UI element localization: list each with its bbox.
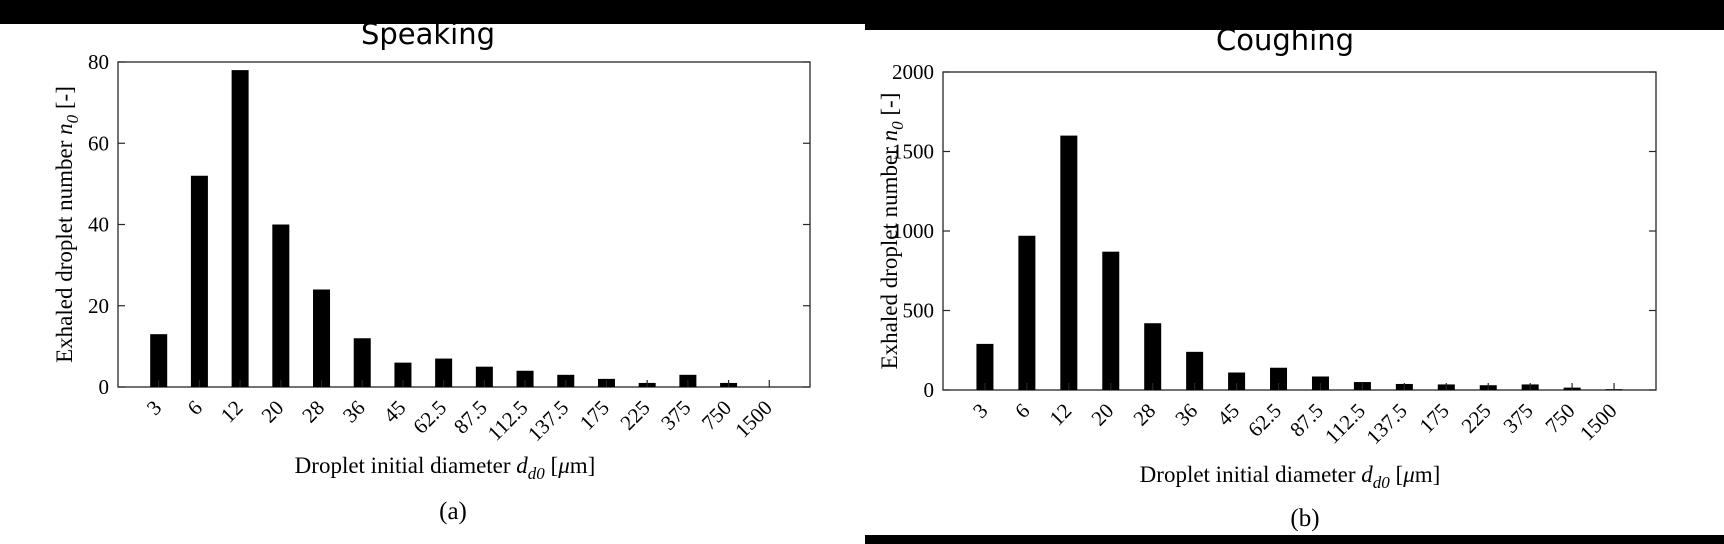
- x-tick-label: 20: [257, 396, 289, 428]
- x-axis-unit-mu: μ: [557, 453, 570, 478]
- y-axis-symbol: n: [877, 130, 902, 142]
- x-tick-label: 112.5: [1320, 399, 1370, 449]
- x-tick-label: 375: [656, 396, 695, 435]
- x-tick-label: 1500: [730, 396, 777, 443]
- x-axis-unit-close: m]: [1415, 462, 1441, 487]
- y-tick-label: 40: [88, 213, 109, 237]
- x-tick-label: 225: [615, 396, 654, 435]
- bar: [353, 338, 371, 387]
- x-tick-label: 62.5: [1243, 399, 1286, 442]
- x-axis-subscript: d0: [528, 464, 546, 483]
- x-axis-symbol: d: [1361, 462, 1373, 487]
- y-axis-label: Exhaled droplet number n0 [-]: [877, 93, 907, 370]
- x-tick-label: 375: [1498, 399, 1537, 438]
- x-tick-label: 112.5: [483, 396, 533, 446]
- x-tick-label: 1500: [1575, 399, 1622, 446]
- x-tick-label: 750: [1540, 399, 1579, 438]
- y-tick-label: 500: [903, 299, 935, 323]
- x-axis-label-text: Droplet initial diameter: [1140, 462, 1362, 487]
- y-tick-label: 0: [99, 375, 110, 399]
- bar: [1186, 351, 1204, 390]
- x-tick-label: 750: [697, 396, 736, 435]
- x-tick-label: 6: [183, 396, 207, 420]
- y-axis-label: Exhaled droplet number n0 [-]: [52, 86, 82, 363]
- y-tick-label: 60: [88, 131, 109, 155]
- y-tick-label: 20: [88, 294, 109, 318]
- x-tick-label: 20: [1086, 399, 1118, 431]
- x-tick-label: 28: [1128, 399, 1160, 431]
- y-tick-label: 1000: [892, 219, 934, 243]
- y-tick-label: 1500: [892, 140, 934, 164]
- y-axis-symbol: n: [52, 123, 77, 135]
- x-tick-label: 12: [1045, 399, 1077, 431]
- chart-title: Speaking: [361, 17, 495, 51]
- bar: [1228, 372, 1246, 390]
- y-axis-subscript: 0: [63, 114, 82, 123]
- bar: [231, 70, 249, 387]
- chart-coughing: 0 500 1000 1500 2000 3 6 12 20 28 36 4562.587.5112.…: [877, 23, 1657, 532]
- x-axis-label-text: Droplet initial diameter: [295, 453, 517, 478]
- y-tick-label: 2000: [892, 60, 934, 84]
- y-tick-label: 80: [88, 50, 109, 74]
- y-axis-label-text: Exhaled droplet number: [877, 141, 902, 369]
- x-tick-label: 45: [1212, 399, 1244, 431]
- x-axis-subscript: d0: [1373, 473, 1391, 492]
- y-axis-unit: [-]: [877, 93, 902, 122]
- x-tick-label: 6: [1010, 399, 1034, 423]
- x-tick-label: 87.5: [1285, 399, 1328, 442]
- x-axis-symbol: d: [516, 453, 528, 478]
- x-tick-label: 45: [379, 396, 411, 428]
- x-tick-label: 137.5: [1362, 399, 1412, 449]
- x-tick-label: 3: [142, 396, 166, 420]
- bar: [1018, 235, 1036, 390]
- x-axis-unit-open: [: [1390, 462, 1403, 487]
- x-tick-label: 12: [216, 396, 248, 428]
- bar: [272, 224, 290, 387]
- bar: [1270, 367, 1288, 390]
- bar: [394, 362, 412, 387]
- bar: [150, 334, 168, 387]
- x-tick-label: 36: [338, 396, 370, 428]
- y-tick-label: 0: [924, 378, 935, 402]
- bar: [313, 289, 331, 387]
- x-tick-label: 175: [1415, 399, 1454, 438]
- x-tick-label: 137.5: [523, 396, 573, 446]
- bar: [190, 175, 208, 387]
- y-axis-label-text: Exhaled droplet number: [52, 135, 77, 363]
- top-black-band-left: [0, 0, 1724, 24]
- x-axis-label: Droplet initial diameter dd0 [μm]: [295, 453, 596, 483]
- bar: [516, 370, 534, 387]
- bar: [475, 366, 493, 387]
- plot-frame: [942, 71, 1657, 391]
- bar: [976, 343, 994, 390]
- x-tick-label: 62.5: [408, 396, 451, 439]
- chart-title: Coughing: [1216, 23, 1354, 57]
- y-axis-subscript: 0: [888, 121, 907, 130]
- x-tick-label: 225: [1457, 399, 1496, 438]
- x-tick-label: 3: [968, 399, 992, 423]
- bar: [1102, 251, 1120, 390]
- bar: [435, 358, 453, 387]
- x-axis-unit-open: [: [545, 453, 558, 478]
- x-axis-label: Droplet initial diameter dd0 [μm]: [1140, 462, 1441, 492]
- y-axis-unit: [-]: [52, 86, 77, 115]
- bar: [1144, 323, 1162, 390]
- bottom-black-band-right: [865, 535, 1724, 544]
- bar: [1060, 135, 1078, 390]
- x-tick-label: 28: [297, 396, 329, 428]
- panel-caption: (a): [439, 498, 467, 525]
- x-axis-unit-mu: μ: [1402, 462, 1415, 487]
- x-axis-unit-close: m]: [570, 453, 596, 478]
- plot-frame: [117, 61, 811, 388]
- top-black-band-right: [865, 24, 1724, 30]
- x-tick-label: 36: [1170, 399, 1202, 431]
- panel-caption: (b): [1290, 505, 1319, 532]
- x-tick-label: 175: [575, 396, 614, 435]
